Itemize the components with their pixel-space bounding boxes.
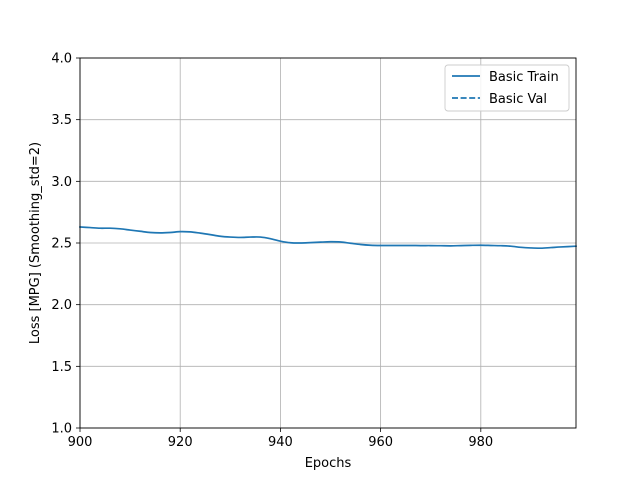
series-line-basic-train bbox=[79, 226, 577, 250]
x-tick-label: 900 bbox=[68, 435, 93, 450]
x-axis-label: Epochs bbox=[305, 456, 352, 471]
x-axis: 900 920 940 960 980 bbox=[68, 428, 493, 450]
plot-area bbox=[79, 226, 577, 250]
x-tick-label: 940 bbox=[268, 435, 293, 450]
x-tick-label: 980 bbox=[468, 435, 493, 450]
y-tick-label: 1.5 bbox=[51, 360, 72, 375]
grid-lines bbox=[79, 57, 576, 429]
y-tick-label: 1.0 bbox=[51, 422, 72, 437]
x-tick-label: 920 bbox=[168, 435, 193, 450]
y-axis-label: Loss [MPG] (Smoothing_std=2) bbox=[28, 142, 43, 344]
y-tick-label: 2.0 bbox=[51, 298, 72, 313]
y-tick-label: 2.5 bbox=[51, 237, 72, 252]
x-tick-label: 960 bbox=[368, 435, 393, 450]
legend-label-basic-train: Basic Train bbox=[489, 70, 559, 85]
y-axis: 1.0 1.5 2.0 2.5 3.0 3.5 4.0 bbox=[51, 52, 80, 437]
y-tick-label: 4.0 bbox=[51, 52, 72, 67]
y-tick-label: 3.5 bbox=[51, 113, 72, 128]
legend: Basic Train Basic Val bbox=[444, 64, 570, 112]
y-tick-label: 3.0 bbox=[51, 175, 72, 190]
legend-label-basic-val: Basic Val bbox=[489, 92, 547, 107]
